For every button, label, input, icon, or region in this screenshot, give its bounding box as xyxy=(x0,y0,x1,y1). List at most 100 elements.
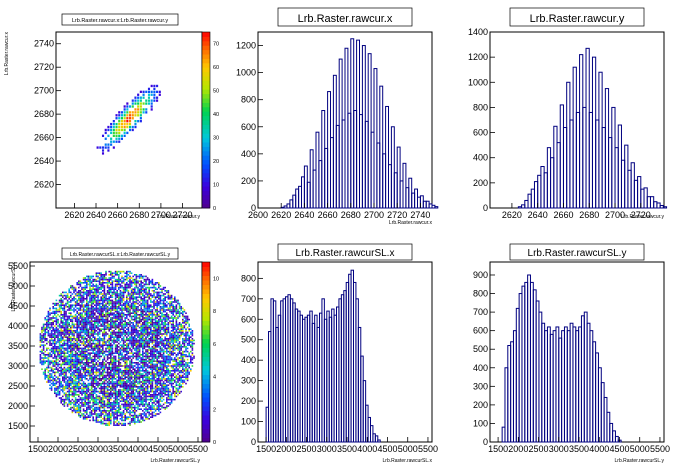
heatmap-cell xyxy=(137,280,139,282)
heatmap-cell xyxy=(134,397,136,399)
heatmap-cell xyxy=(57,394,59,396)
heatmap-cell xyxy=(145,355,147,358)
heatmap-cell xyxy=(108,397,110,399)
heatmap-cell xyxy=(57,325,59,327)
heatmap-cell xyxy=(129,333,131,335)
heatmap-cell xyxy=(63,344,66,346)
heatmap-cell xyxy=(135,354,138,356)
heatmap-cell xyxy=(90,381,93,383)
heatmap-cell xyxy=(111,302,114,305)
heatmap-cell xyxy=(124,304,126,306)
heatmap-cell xyxy=(89,341,91,343)
heatmap-cell xyxy=(102,278,104,281)
heatmap-cell xyxy=(106,414,109,417)
heatmap-cell xyxy=(113,302,115,305)
heatmap-cell xyxy=(52,379,54,382)
heatmap-cell xyxy=(84,398,86,401)
heatmap-cell xyxy=(95,344,98,346)
heatmap-cell xyxy=(46,357,48,359)
heatmap-cell xyxy=(142,400,144,402)
heatmap-cell xyxy=(132,328,134,330)
heatmap-cell xyxy=(132,342,134,345)
heatmap-cell xyxy=(58,306,61,308)
heatmap-cell xyxy=(92,312,94,314)
heatmap-cell xyxy=(79,365,82,367)
heatmap-cell xyxy=(76,291,78,294)
heatmap-cell xyxy=(39,346,42,348)
heatmap-cell xyxy=(84,371,86,374)
heatmap-cell xyxy=(118,371,120,374)
heatmap-cell xyxy=(60,398,62,401)
heatmap-cell xyxy=(97,370,99,372)
heatmap-cell xyxy=(127,381,130,383)
heatmap-cell xyxy=(63,379,66,382)
heatmap-cell xyxy=(97,275,99,278)
heatmap-cell xyxy=(79,390,82,393)
heatmap-cell xyxy=(97,272,99,274)
heatmap-cell xyxy=(96,146,99,149)
plot-frame xyxy=(489,31,665,209)
heatmap-cell xyxy=(86,354,88,356)
heatmap-cell xyxy=(71,323,74,326)
heatmap-cell xyxy=(111,282,114,284)
heatmap-cell xyxy=(78,298,80,300)
heatmap-cell xyxy=(63,304,66,306)
heatmap-cell xyxy=(63,323,66,326)
heatmap-cell xyxy=(138,320,141,322)
heatmap-cell xyxy=(95,406,98,409)
heatmap-cell xyxy=(137,282,139,284)
heatmap-cell xyxy=(54,384,56,386)
heatmap-cell xyxy=(81,360,83,362)
heatmap-cell xyxy=(92,392,94,394)
heatmap-cell xyxy=(65,355,67,358)
heatmap-cell xyxy=(68,379,70,382)
heatmap-cell xyxy=(79,355,82,358)
heatmap-cell xyxy=(102,386,104,388)
heatmap-cell xyxy=(135,328,138,330)
heatmap-cell xyxy=(137,334,139,337)
heatmap-cell xyxy=(81,331,83,334)
heatmap-cell xyxy=(145,328,147,330)
heatmap-cell xyxy=(106,371,109,374)
heatmap-cell xyxy=(90,366,93,369)
heatmap-cell xyxy=(138,275,141,278)
heatmap-cell xyxy=(129,397,131,399)
heatmap-cell xyxy=(98,310,101,313)
heatmap-cell xyxy=(131,128,134,132)
heatmap-cell xyxy=(118,352,120,354)
heatmap-cell xyxy=(126,117,129,120)
heatmap-cell xyxy=(66,405,69,407)
heatmap-cell xyxy=(63,358,66,361)
heatmap-cell xyxy=(92,341,94,343)
heatmap-cell xyxy=(81,394,83,396)
heatmap-cell xyxy=(44,360,46,362)
heatmap-cell xyxy=(78,379,80,382)
heatmap-cell xyxy=(148,357,150,359)
heatmap-cell xyxy=(79,322,82,324)
heatmap-cell xyxy=(121,414,123,417)
heatmap-cell xyxy=(55,363,58,366)
heatmap-cell xyxy=(142,301,144,303)
heatmap-cell xyxy=(147,99,151,102)
heatmap-cell xyxy=(108,290,110,292)
heatmap-cell xyxy=(49,344,51,346)
heatmap-cell xyxy=(79,299,82,302)
heatmap-cell xyxy=(130,346,133,348)
heatmap-cell xyxy=(103,301,106,303)
heatmap-cell xyxy=(108,344,110,346)
heatmap-cell xyxy=(112,146,115,149)
heatmap-cell xyxy=(135,374,138,377)
heatmap-cell xyxy=(127,405,130,407)
heatmap-cell xyxy=(135,347,138,350)
heatmap-cell xyxy=(148,352,150,354)
heatmap-cell xyxy=(148,373,150,375)
colorbar-segment xyxy=(202,106,210,112)
heatmap-cell xyxy=(126,387,128,390)
heatmap-cell xyxy=(42,336,45,338)
heatmap-cell xyxy=(74,365,77,367)
heatmap-cell xyxy=(100,400,102,402)
heatmap-cell xyxy=(76,374,78,377)
heatmap-cell xyxy=(132,366,134,369)
heatmap-cell xyxy=(100,397,102,399)
heatmap-cell xyxy=(151,384,154,386)
